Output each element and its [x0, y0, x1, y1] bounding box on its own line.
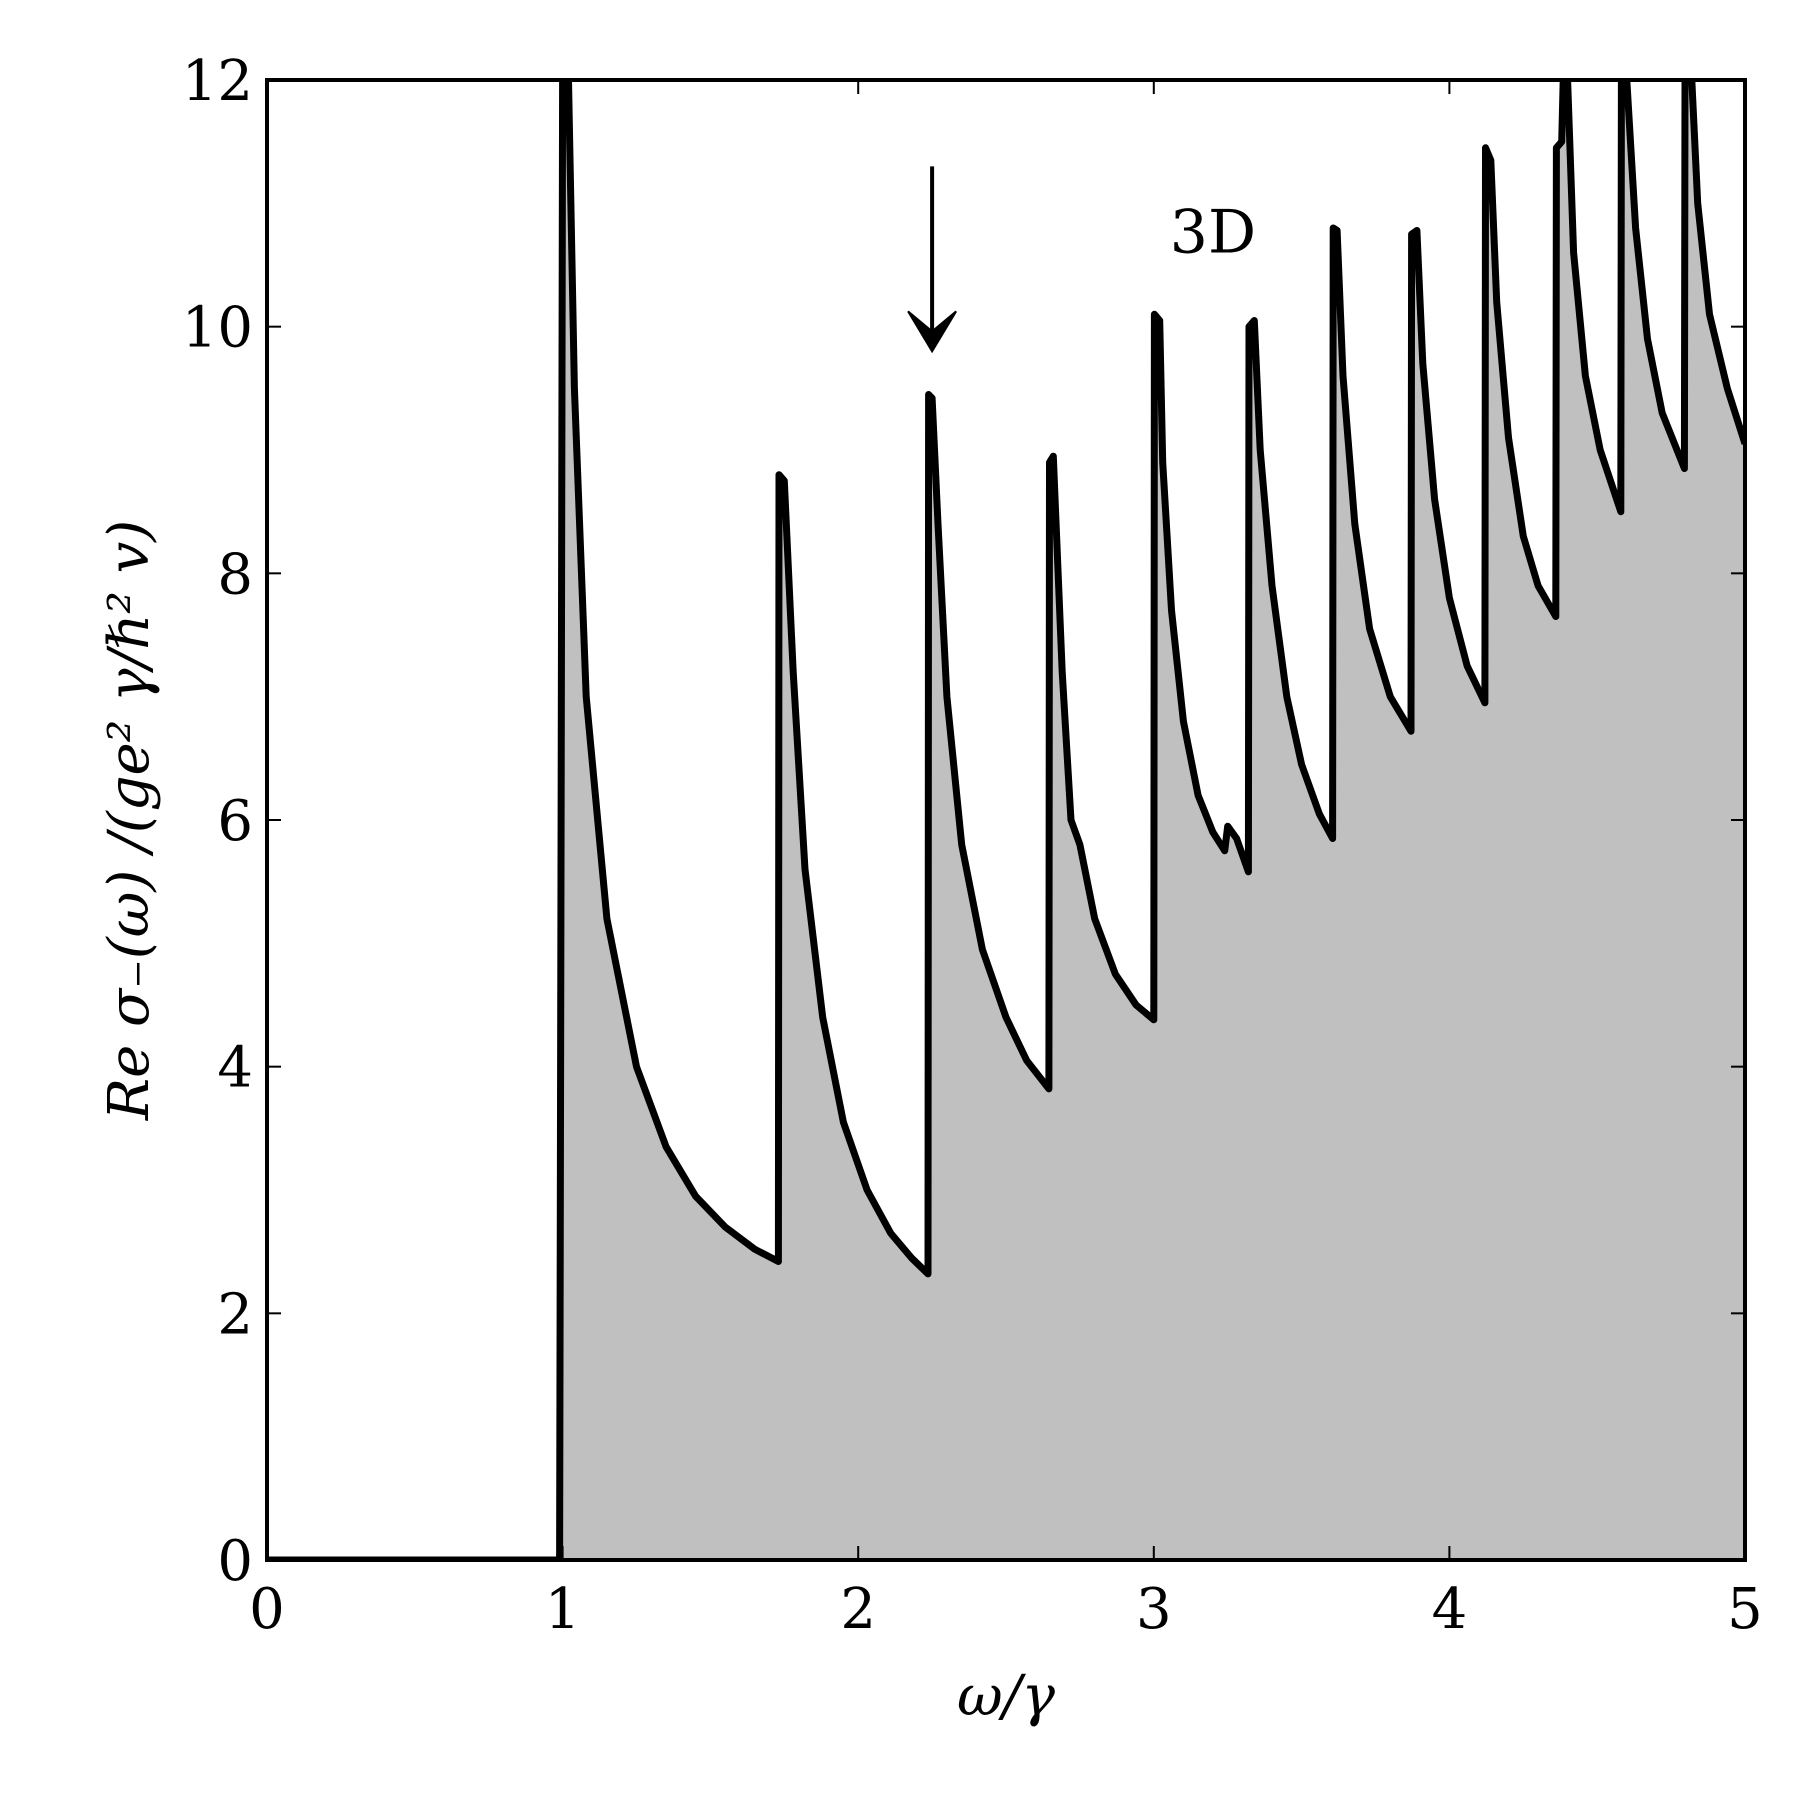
arrow-head: [907, 310, 957, 354]
y-tick-label: 10: [182, 296, 253, 361]
annotation-layer: 3D: [907, 166, 1256, 354]
area-fill: [267, 80, 1745, 1560]
x-tick-label: 4: [1432, 1577, 1468, 1642]
x-tick-label: 5: [1727, 1577, 1763, 1642]
x-tick-label: 2: [840, 1577, 876, 1642]
y-tick-label: 2: [217, 1282, 253, 1347]
series-line: [267, 80, 1745, 1560]
x-tick-label: 3: [1136, 1577, 1172, 1642]
y-axis-title: Re σ₋(ω) /(ge² γ/ℏ² v): [97, 520, 162, 1121]
x-axis-title: ω/γ: [957, 1664, 1056, 1729]
plot-layer: [267, 80, 1745, 1560]
x-tick-label: 1: [545, 1577, 581, 1642]
y-tick-label: 6: [217, 789, 253, 854]
y-tick-label: 4: [217, 1036, 253, 1101]
y-tick-label: 8: [217, 542, 253, 607]
x-tick-label: 0: [249, 1577, 285, 1642]
annotation-label: 3D: [1170, 198, 1256, 268]
y-tick-label: 0: [217, 1529, 253, 1594]
y-tick-label: 12: [182, 49, 253, 114]
